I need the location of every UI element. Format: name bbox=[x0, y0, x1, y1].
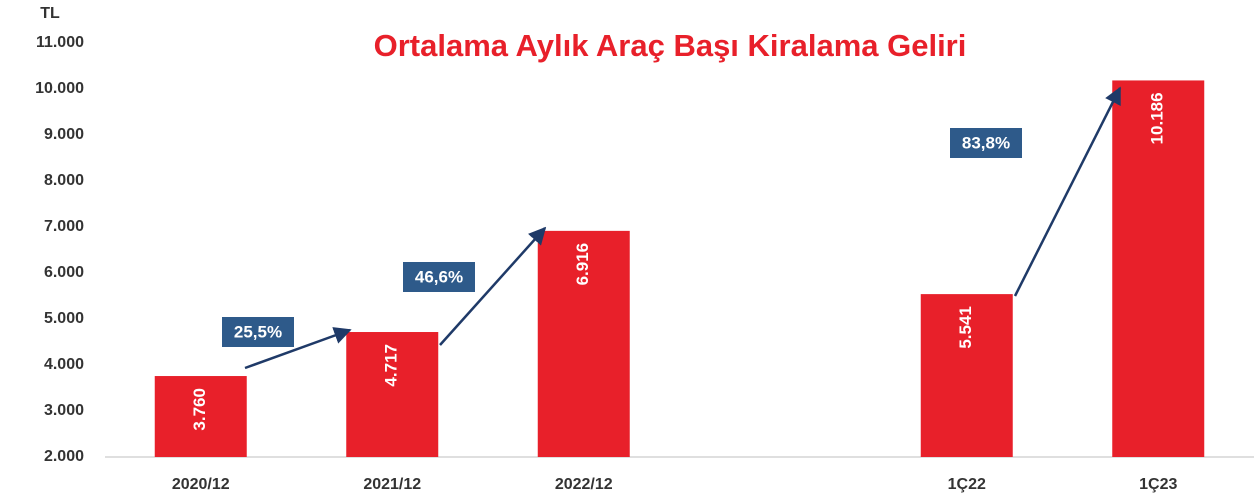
y-tick-label: 3.000 bbox=[44, 402, 84, 419]
y-tick-label: 5.000 bbox=[44, 310, 84, 327]
x-tick-label: 2020/12 bbox=[172, 476, 230, 493]
growth-arrow bbox=[439, 226, 547, 346]
y-tick-label: 10.000 bbox=[35, 80, 84, 97]
annotation-box bbox=[403, 262, 475, 292]
bar bbox=[346, 332, 439, 457]
annotation: 25,5% bbox=[234, 322, 282, 341]
growth-arrow bbox=[1013, 86, 1122, 297]
bar bbox=[537, 230, 630, 457]
y-tick-label: 11.000 bbox=[36, 34, 84, 51]
x-tick-label: 2021/12 bbox=[363, 476, 421, 493]
y-tick-label: 9.000 bbox=[44, 126, 84, 143]
bar bbox=[154, 376, 247, 457]
x-tick-label: 1Ç22 bbox=[948, 476, 986, 493]
annotation: 83,8% bbox=[962, 133, 1010, 152]
value-label: 5.541 bbox=[956, 306, 975, 349]
value-label: 4.717 bbox=[382, 344, 401, 387]
chart-title: Ortalama Aylık Araç Başı Kiralama Geliri bbox=[374, 28, 967, 63]
x-tick-label: 1Ç23 bbox=[1139, 476, 1177, 493]
annotation-box bbox=[950, 128, 1022, 158]
y-axis-unit: TL bbox=[40, 5, 60, 22]
y-tick-label: 8.000 bbox=[44, 172, 84, 189]
value-label: 3.760 bbox=[190, 388, 209, 431]
y-tick-label: 4.000 bbox=[44, 356, 84, 373]
y-tick-label: 7.000 bbox=[44, 218, 84, 235]
bar bbox=[1112, 80, 1205, 457]
value-label: 6.916 bbox=[573, 243, 592, 286]
annotation-box bbox=[222, 317, 294, 347]
bar bbox=[920, 294, 1013, 457]
y-tick-label: 6.000 bbox=[44, 264, 84, 281]
growth-arrow bbox=[244, 327, 352, 370]
annotation: 46,6% bbox=[415, 267, 463, 286]
x-tick-label: 2022/12 bbox=[555, 476, 613, 493]
value-label: 10.186 bbox=[1148, 92, 1167, 144]
y-tick-label: 2.000 bbox=[44, 448, 84, 465]
